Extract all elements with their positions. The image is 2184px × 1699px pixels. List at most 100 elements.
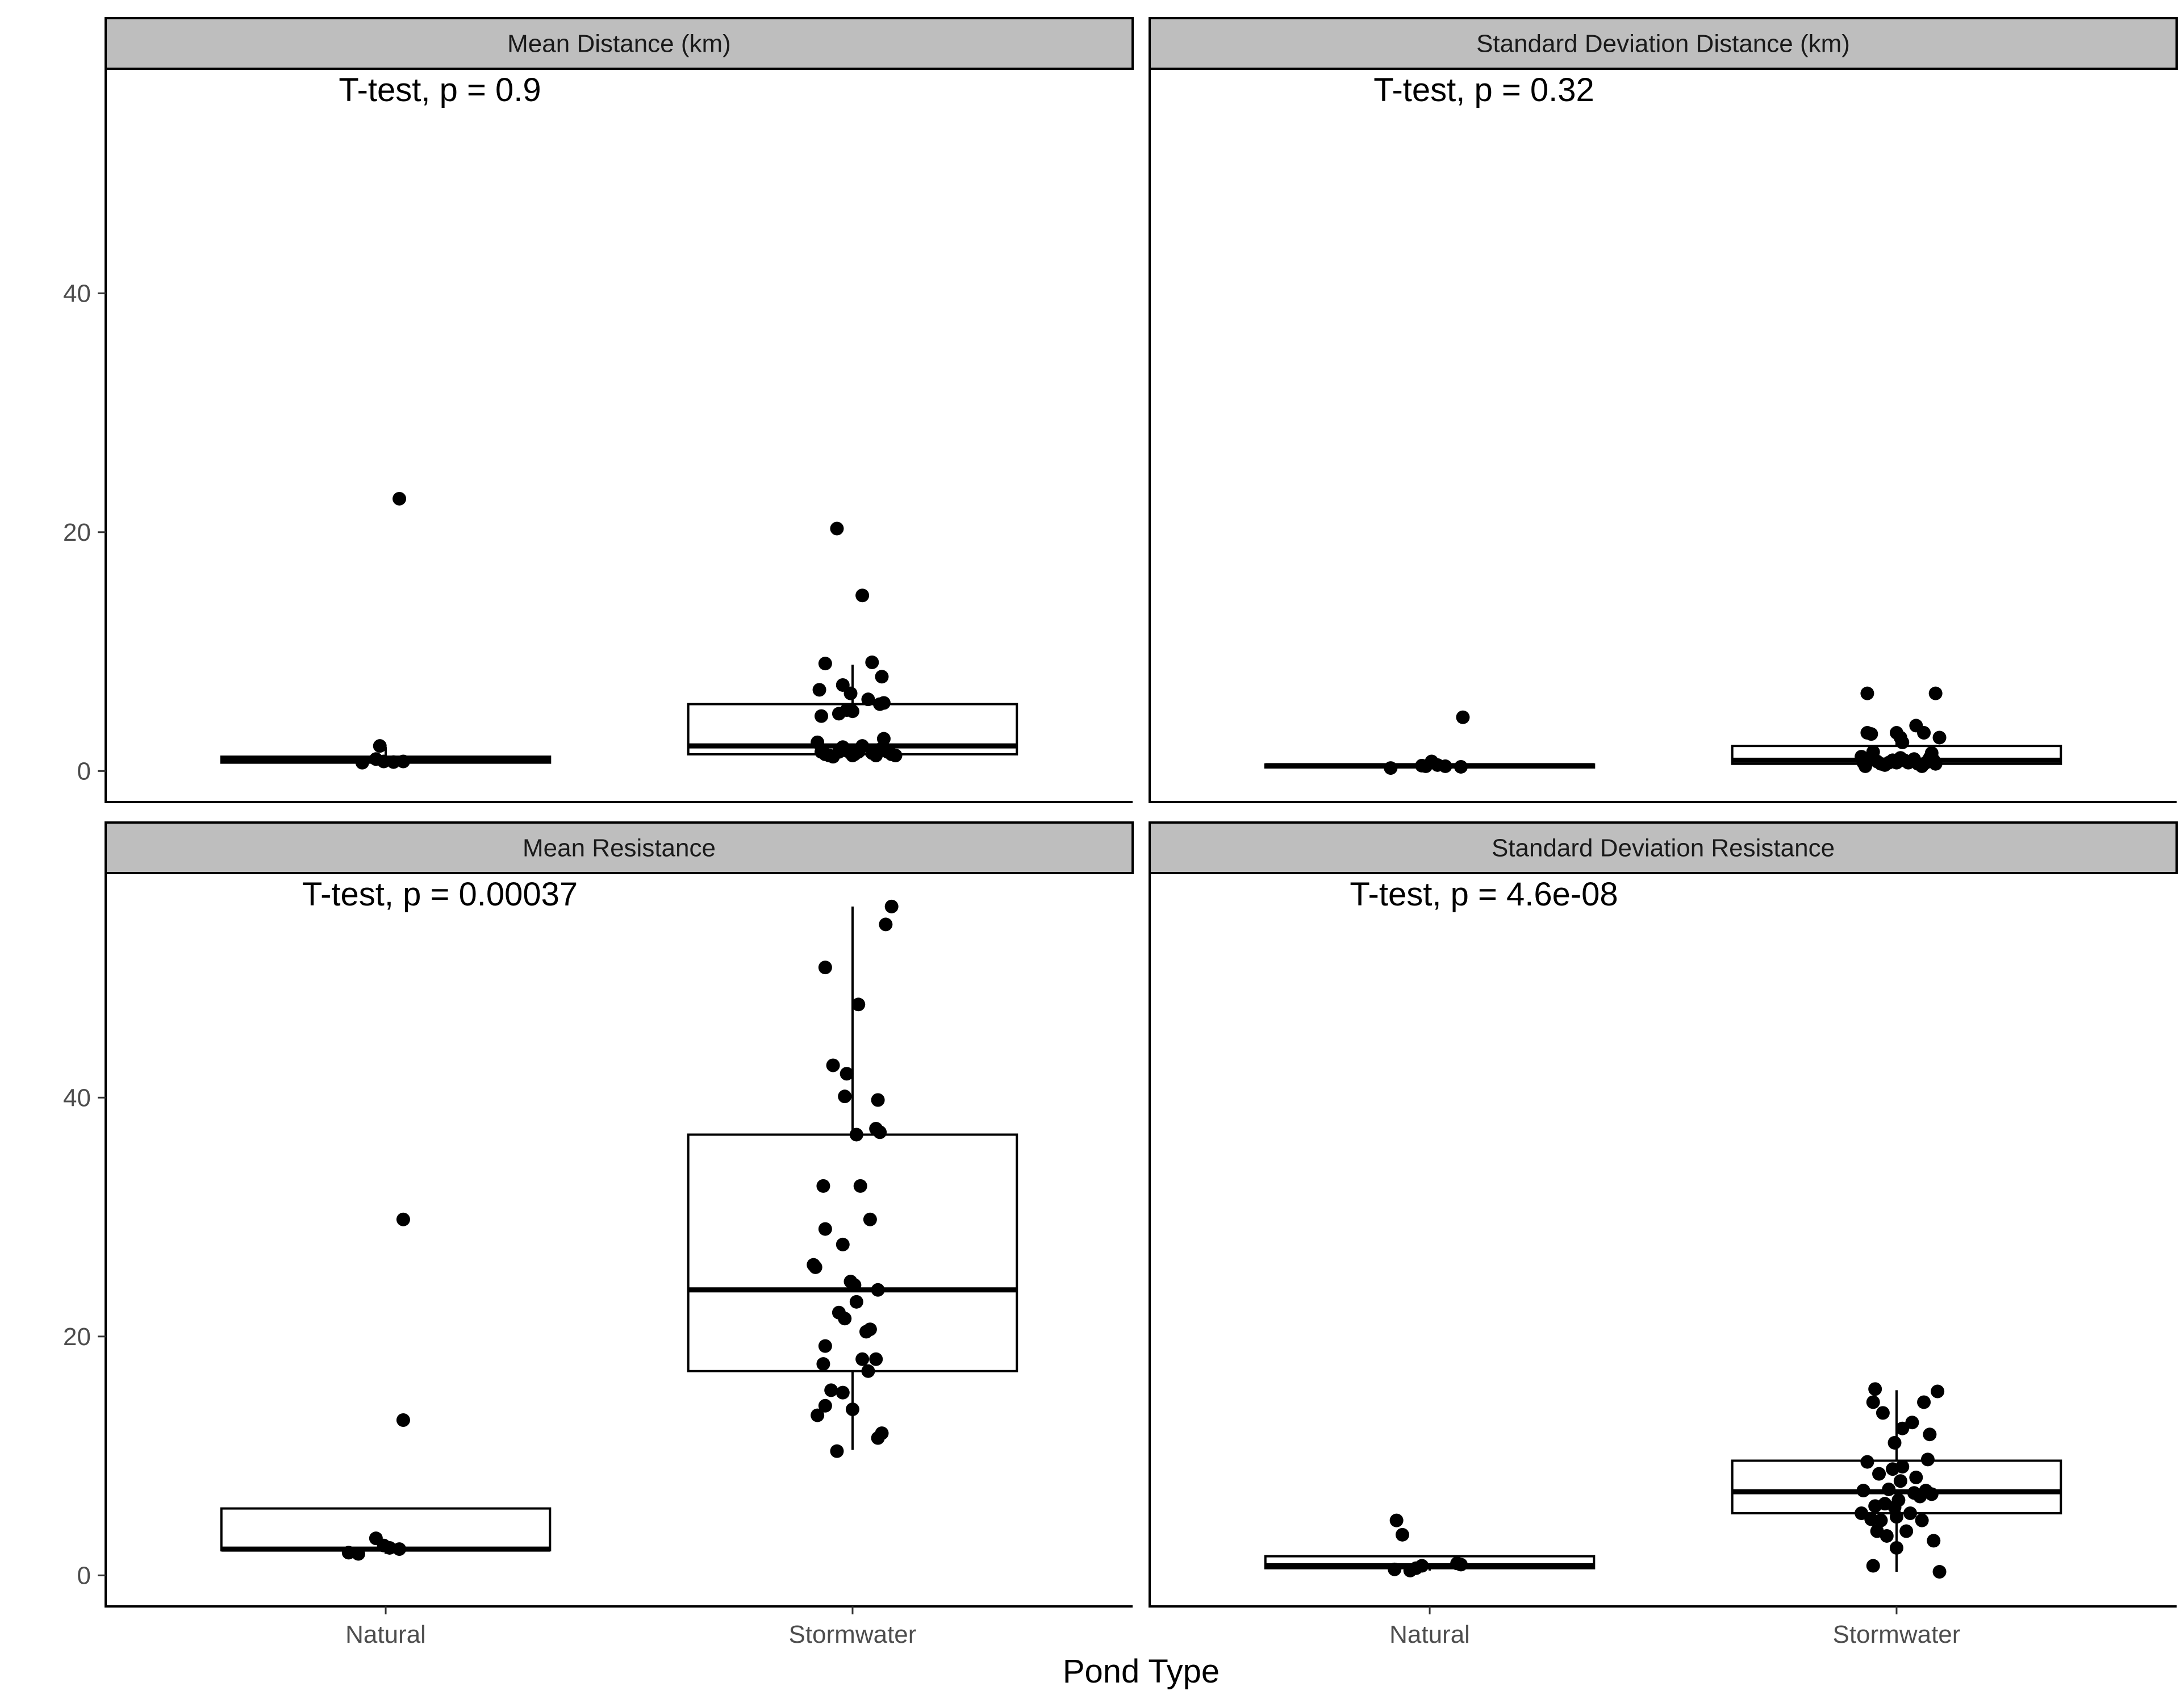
y-tick-label: 0 (77, 1562, 91, 1589)
ttest-annotation: T-test, p = 0.9 (339, 72, 541, 108)
data-point (1895, 735, 1910, 749)
facet-panel-4: Standard Deviation Resistance Natural Stor… (1149, 821, 2178, 1648)
data-point (838, 1089, 852, 1104)
data-point (1909, 1470, 1923, 1484)
facet-strip-label: Mean Resistance (523, 834, 716, 862)
facet-strip (1149, 821, 2178, 874)
data-point (373, 739, 387, 753)
data-point (838, 1312, 852, 1326)
y-tick-label: 20 (63, 519, 91, 546)
facet-panel-3: Mean Resistance 0 20 40 Natural Stormwater T-t… (63, 821, 1134, 1648)
data-point (396, 1212, 410, 1226)
data-point (875, 1426, 889, 1441)
data-point (1395, 1527, 1409, 1542)
x-tick-label: Natural (345, 1621, 426, 1648)
data-point (855, 739, 870, 753)
data-point (824, 1383, 838, 1397)
data-point (1917, 1395, 1931, 1409)
data-point (1880, 1529, 1894, 1543)
data-point (871, 1093, 885, 1107)
data-point (396, 754, 410, 769)
data-point (840, 1067, 854, 1081)
facet-strip (105, 821, 1134, 874)
ttest-annotation: T-test, p = 0.00037 (302, 876, 578, 913)
data-point (1915, 1513, 1929, 1527)
data-point (843, 686, 858, 700)
data-point (847, 1278, 862, 1292)
data-point (351, 1547, 365, 1561)
data-point (888, 748, 903, 762)
data-point (879, 917, 893, 932)
data-point (849, 1128, 863, 1142)
box-group-stormwater (1731, 1382, 2062, 1579)
facet-strip (1149, 17, 2178, 70)
data-point (1454, 759, 1468, 774)
box-group-stormwater (687, 899, 1018, 1458)
facet-strip-label: Standard Deviation Resistance (1492, 834, 1835, 862)
data-point (396, 1413, 410, 1427)
data-point (1924, 1487, 1939, 1501)
data-point (392, 491, 407, 506)
data-point (855, 1352, 870, 1366)
data-point (1887, 1435, 1902, 1450)
data-point (1903, 1506, 1918, 1520)
data-point (1931, 1384, 1945, 1399)
data-point (876, 696, 891, 710)
data-point (836, 1237, 850, 1251)
box-group-stormwater (1731, 686, 2062, 773)
data-point (1891, 1493, 1906, 1507)
x-tick-label: Natural (1389, 1621, 1470, 1648)
data-point (1905, 1416, 1919, 1430)
x-tick-label: Stormwater (1832, 1621, 1960, 1648)
data-point (845, 704, 859, 719)
data-point (818, 1399, 832, 1413)
x-axis-title: Pond Type (1063, 1653, 1220, 1690)
y-tick-label: 40 (63, 279, 91, 307)
data-point (814, 709, 828, 723)
data-point (1889, 1541, 1903, 1555)
x-tick-label: Stormwater (788, 1621, 916, 1648)
data-point (1927, 1534, 1941, 1548)
data-point (861, 692, 875, 707)
data-point (355, 755, 369, 770)
data-point (849, 1295, 863, 1309)
ttest-annotation: T-test, p = 0.32 (1373, 72, 1594, 108)
data-point (1868, 1382, 1882, 1396)
data-point (832, 745, 846, 759)
data-point (1874, 1513, 1888, 1527)
data-point (1389, 1513, 1404, 1527)
data-point (1866, 1395, 1880, 1409)
data-point (1899, 1524, 1914, 1538)
data-point (851, 997, 866, 1012)
data-point (836, 1385, 850, 1400)
facet-strip-label: Mean Distance (km) (507, 30, 731, 58)
facet-strip (105, 17, 1134, 70)
data-point (1866, 1559, 1880, 1573)
data-point (392, 1542, 407, 1556)
data-point (818, 1222, 832, 1236)
data-point (818, 961, 832, 975)
data-point (1860, 686, 1874, 700)
data-point (1895, 1421, 1910, 1435)
data-point (1876, 1406, 1890, 1420)
data-point (869, 1352, 883, 1366)
data-point (818, 657, 832, 671)
box-group-natural (1264, 1513, 1596, 1577)
data-point (871, 1283, 885, 1297)
box-group-natural (220, 1212, 552, 1561)
data-point (812, 683, 826, 697)
data-point (1872, 1467, 1886, 1481)
data-point (1923, 1427, 1937, 1442)
data-point (830, 1444, 844, 1458)
data-point (1860, 1455, 1874, 1469)
data-point (873, 1125, 887, 1139)
data-point (377, 754, 391, 769)
data-point (1456, 710, 1470, 724)
data-point (1384, 761, 1398, 775)
data-point (1893, 1474, 1907, 1488)
data-point (1856, 1484, 1870, 1498)
facet-panel-2: Standard Deviation Distance (km) T-test, … (1149, 17, 2178, 803)
box-group-stormwater (687, 521, 1018, 764)
data-point (1388, 1562, 1402, 1576)
